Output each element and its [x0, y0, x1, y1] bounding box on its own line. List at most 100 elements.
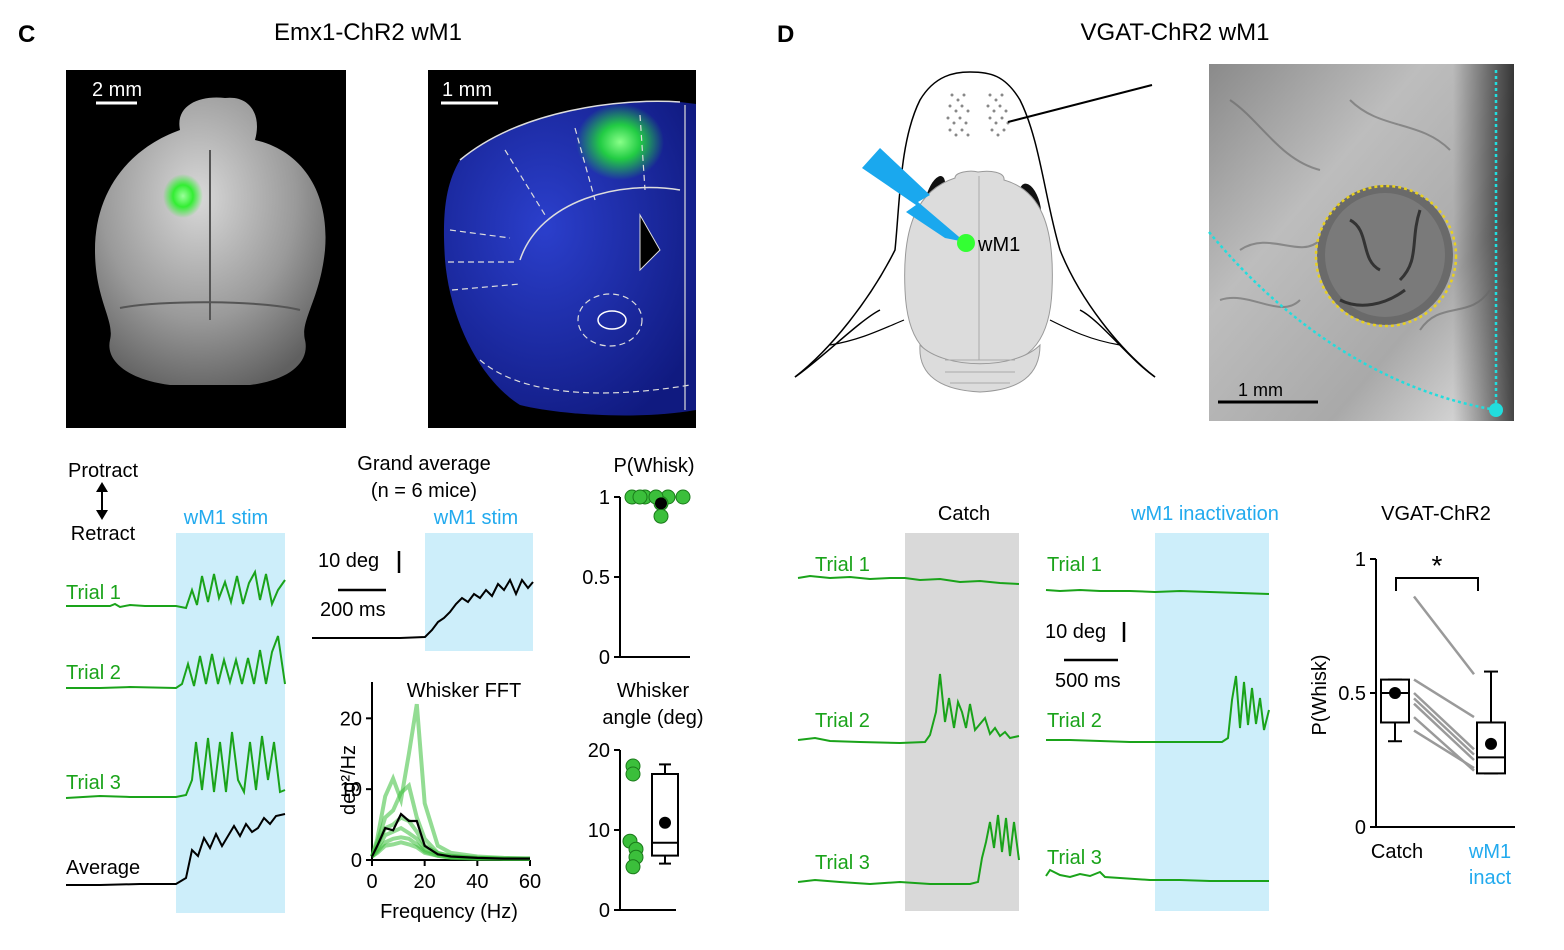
vgat-catch-mean-dot	[1389, 687, 1401, 699]
fft-x-tick-label: 40	[466, 871, 488, 893]
wa-y-tick-label: 20	[588, 740, 610, 762]
wa-y-tick-label: 0	[599, 900, 610, 922]
trial-3-label-d-inact: Trial 3	[1047, 847, 1102, 869]
fft-average-line	[371, 812, 530, 860]
cranial-window-photo: 1 mm	[1208, 64, 1514, 421]
vgat-pair-line	[1413, 692, 1475, 751]
whole-brain-image: 2 mm	[66, 70, 346, 428]
section-scale-label: 1 mm	[442, 79, 492, 101]
vgat-p-whisk-chart: 0 0.5 1 Catch wM1 inact VGAT-ChR2 P(Whisk) *	[1309, 503, 1515, 889]
vgat-y-tick-label: 0.5	[1338, 683, 1366, 705]
fft-y-tick-label: 20	[340, 708, 362, 730]
pwc-y-tick-label: 1	[599, 487, 610, 509]
trial-3-trace-c	[65, 731, 286, 799]
pwc-point	[653, 508, 669, 524]
wm1-site-dot	[957, 234, 975, 252]
trial-3-label-c: Trial 3	[66, 772, 121, 794]
vgat-inact-mean-dot	[1485, 737, 1497, 750]
wa-point	[625, 766, 641, 782]
panel-d-letter: D	[777, 21, 794, 48]
vgat-pair-line	[1413, 697, 1475, 756]
trial-2-label-d-inact: Trial 2	[1047, 710, 1102, 732]
trial-2-label-d-catch: Trial 2	[815, 710, 870, 732]
vgat-pair-line	[1413, 702, 1475, 761]
fft-xlabel: Frequency (Hz)	[380, 901, 518, 923]
vgat-x-label-inact-2: inact	[1469, 867, 1512, 889]
vgat-ylabel: P(Whisk)	[1309, 654, 1331, 735]
inactivation-window	[1155, 533, 1269, 911]
wa-point	[625, 859, 641, 875]
p-whisk-c-title: P(Whisk)	[613, 455, 694, 477]
trial-1-trace-c	[66, 569, 286, 610]
grand-average-trace	[312, 577, 534, 639]
wa-y-tick-label: 10	[588, 820, 610, 842]
fft-ylabel: deg²/Hz	[338, 745, 360, 815]
window-yellow-ring	[1314, 184, 1458, 328]
trial-2-trace-c	[66, 635, 286, 690]
mouse-head-diagram: wM1	[794, 71, 1156, 393]
retract-label: Retract	[71, 523, 136, 545]
pwc-y-tick-label: 0.5	[582, 567, 610, 589]
pwc-y-tick-label: 0	[599, 647, 610, 669]
fft-title: Whisker FFT	[407, 680, 521, 702]
panel-d-title: VGAT-ChR2 wM1	[1081, 19, 1270, 46]
laser-bolt-icon	[862, 148, 965, 242]
vgat-x-label-inact-1: wM1	[1468, 841, 1511, 863]
trial-3-label-d-catch: Trial 3	[815, 852, 870, 874]
catch-trial-3-trace	[797, 814, 1020, 886]
protract-label: Protract	[68, 460, 138, 482]
whisker-line	[1007, 84, 1153, 123]
stim-label-grand: wM1 stim	[433, 507, 518, 529]
average-label-c: Average	[66, 857, 140, 879]
panel-c-letter: C	[18, 21, 35, 48]
pwc-point	[632, 489, 648, 505]
whisker-angle-title-1: Whisker	[617, 680, 690, 702]
pwc-point	[675, 489, 691, 505]
photo-scale-label: 1 mm	[1238, 380, 1283, 400]
inact-trial-2-trace	[1046, 675, 1270, 743]
trial-1-label-d-catch: Trial 1	[815, 554, 870, 576]
grand-average-n: (n = 6 mice)	[371, 480, 477, 502]
brain-scale-label: 2 mm	[92, 79, 142, 101]
fft-series-line	[370, 703, 531, 861]
vgat-catch-box	[1380, 678, 1410, 724]
fft-x-tick-label: 0	[366, 871, 377, 893]
angle-scale-label-c: 10 deg	[318, 550, 379, 572]
catch-window	[905, 533, 1019, 911]
grand-average-title: Grand average	[357, 453, 490, 475]
pwc-mean-dot	[655, 497, 667, 510]
vgat-pair-line	[1413, 595, 1475, 676]
trial-1-label-d-inact: Trial 1	[1047, 554, 1102, 576]
inact-trial-3-trace	[1045, 868, 1269, 882]
vgat-title: VGAT-ChR2	[1381, 503, 1491, 525]
panel-c-title: Emx1-ChR2 wM1	[274, 19, 462, 46]
trial-2-label-c: Trial 2	[66, 662, 121, 684]
p-whisk-c-chart: 0 0.5 1 P(Whisk)	[582, 455, 694, 669]
catch-trial-2-trace	[797, 673, 1020, 745]
average-trace-c	[66, 813, 286, 886]
vgat-pair-line	[1413, 678, 1475, 719]
protract-retract-arrow-icon	[96, 482, 108, 520]
wa-mean-dot	[659, 816, 671, 829]
time-scale-label-c: 200 ms	[320, 599, 386, 621]
inactivation-label: wM1 inactivation	[1130, 503, 1279, 525]
catch-label: Catch	[938, 503, 990, 525]
coronal-section-image: 1 mm	[428, 70, 696, 428]
vgat-significance-bracket	[1395, 577, 1479, 591]
time-scale-label-d: 500 ms	[1055, 670, 1121, 692]
fft-y-tick-label: 0	[351, 850, 362, 872]
fft-x-tick-label: 60	[519, 871, 541, 893]
fft-x-tick-label: 20	[414, 871, 436, 893]
vgat-x-label-catch: Catch	[1371, 841, 1423, 863]
whisker-angle-chart: 0 10 20 Whisker angle (deg)	[588, 680, 704, 922]
vgat-significance: *	[1432, 550, 1443, 581]
fft-y-tick-label: 10	[340, 779, 362, 801]
stim-label-c: wM1 stim	[183, 507, 268, 529]
vgat-y-tick-label: 0	[1355, 817, 1366, 839]
whisker-angle-title-2: angle (deg)	[602, 707, 703, 729]
catch-trial-1-trace	[797, 574, 1020, 585]
inact-trial-1-trace	[1045, 588, 1270, 595]
window-cyan-arc	[1208, 231, 1497, 412]
